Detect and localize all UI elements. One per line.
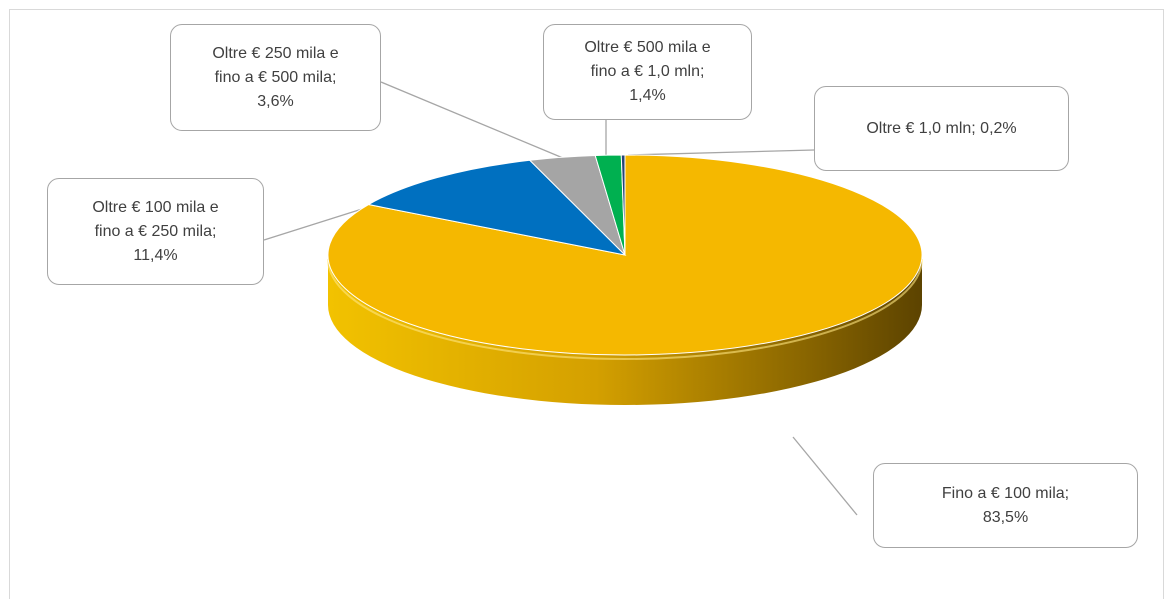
pie-slice-1 bbox=[327, 154, 923, 356]
chart-frame bbox=[9, 9, 1164, 599]
data-label-3-line-3: 3,6% bbox=[257, 92, 294, 110]
data-label-3-line-1: Oltre € 250 mila e bbox=[212, 44, 339, 62]
data-label-2-line-2: fino a € 250 mila; bbox=[94, 222, 217, 240]
data-label-1-line-1: Fino a € 100 mila; bbox=[941, 484, 1070, 502]
pie-body bbox=[327, 154, 923, 405]
data-label-5-line-1: Oltre € 1,0 mln; 0,2% bbox=[866, 119, 1017, 137]
pie-side-wall bbox=[328, 255, 922, 405]
data-label-2-line-3: 11,4% bbox=[133, 246, 178, 264]
data-label-4-line-3: 1,4% bbox=[629, 87, 666, 104]
pie-slice-2 bbox=[367, 159, 627, 256]
data-label-1: Fino a € 100 mila; 83,5% bbox=[873, 463, 1138, 548]
leader-line-1 bbox=[792, 436, 858, 516]
data-label-4-line-2: fino a € 1,0 mln; bbox=[590, 63, 705, 80]
data-label-2: Oltre € 100 mila e fino a € 250 mila; 11,4… bbox=[47, 178, 264, 285]
data-label-5: Oltre € 1,0 mln; 0,2% bbox=[814, 86, 1069, 171]
leader-line-5 bbox=[627, 149, 815, 156]
data-label-1-line-2: 83,5% bbox=[982, 508, 1029, 526]
pie-slice-5 bbox=[620, 154, 626, 256]
data-label-4: Oltre € 500 mila e fino a € 1,0 mln; 1,4% bbox=[543, 24, 752, 120]
data-label-2-line-1: Oltre € 100 mila e bbox=[92, 198, 219, 216]
data-label-4-line-1: Oltre € 500 mila e bbox=[584, 39, 711, 56]
pie-rim-highlight bbox=[327, 258, 923, 360]
data-label-3: Oltre € 250 mila e fino a € 500 mila; 3,6% bbox=[170, 24, 381, 131]
data-label-3-line-2: fino a € 500 mila; bbox=[214, 68, 337, 86]
leader-line-3 bbox=[380, 81, 564, 159]
